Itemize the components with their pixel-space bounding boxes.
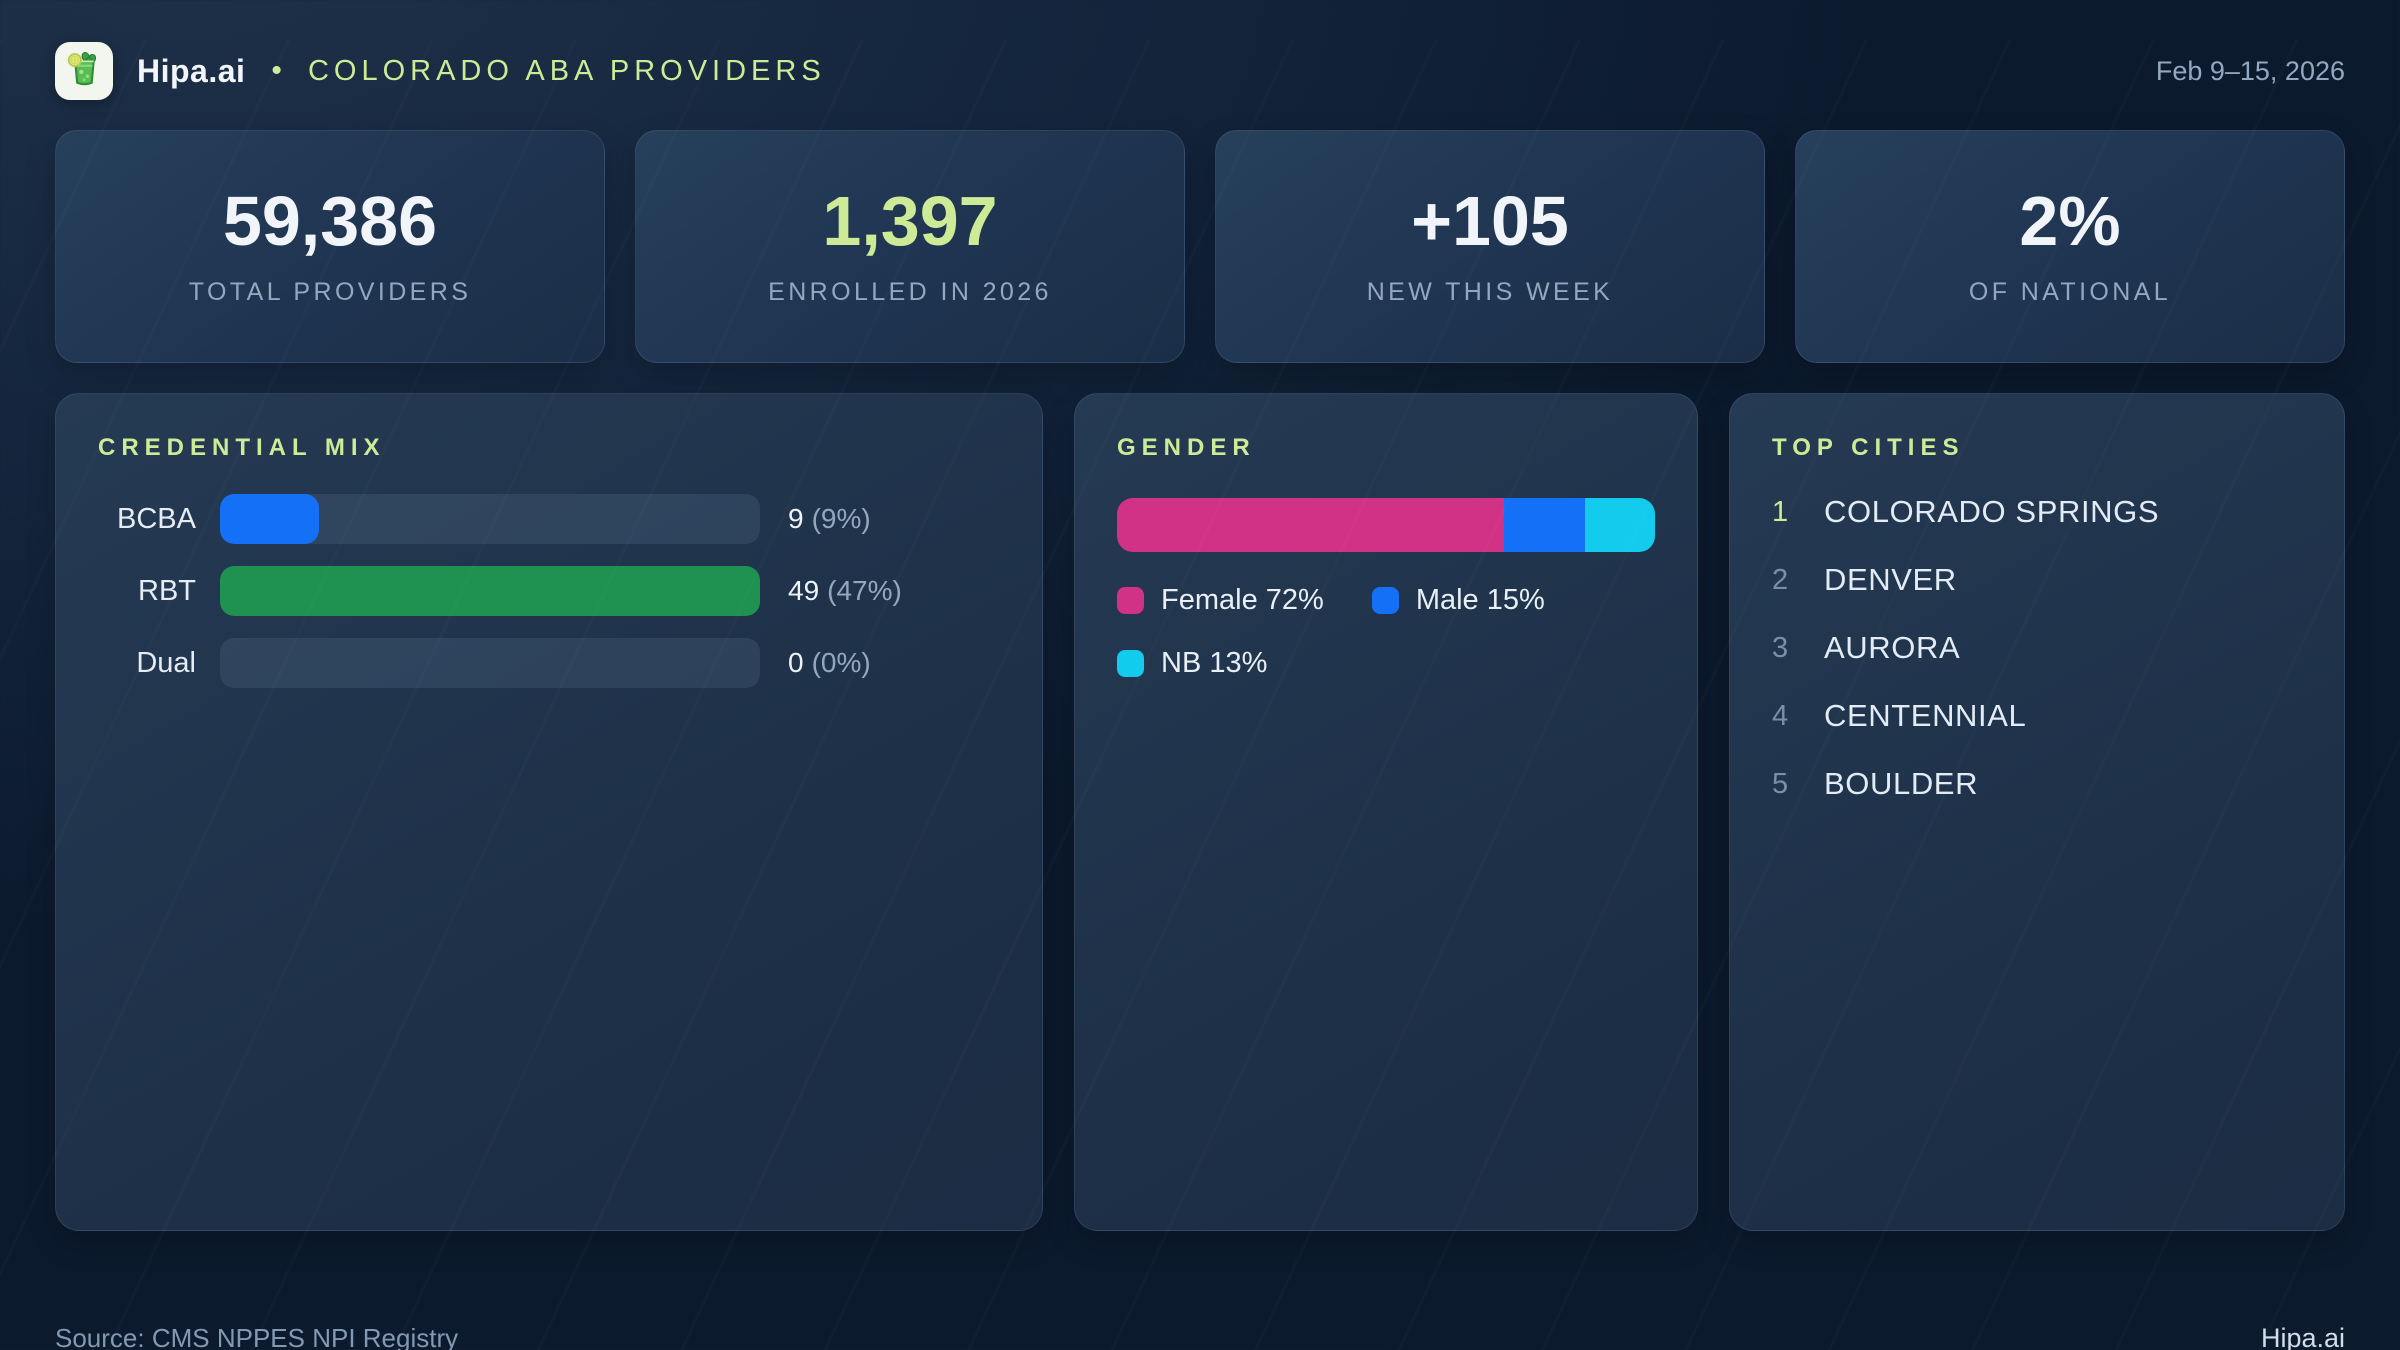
legend-label: Female 72% bbox=[1161, 584, 1324, 616]
stat-value: +105 bbox=[1411, 182, 1569, 260]
stat-label: NEW THIS WEEK bbox=[1366, 278, 1614, 306]
stat-card-new-this-week: +105 NEW THIS WEEK bbox=[1215, 130, 1765, 363]
stat-card-of-national: 2% OF NATIONAL bbox=[1795, 130, 2345, 363]
header: Hipa.ai • COLORADO ABA PROVIDERS Feb 9–1… bbox=[55, 40, 2345, 102]
gender-segment-male bbox=[1504, 498, 1586, 552]
city-rank: 4 bbox=[1772, 699, 1789, 732]
gender-title: GENDER bbox=[1117, 434, 1256, 461]
bar-track bbox=[220, 638, 760, 688]
gender-segment-female bbox=[1117, 498, 1505, 552]
stat-label: ENROLLED IN 2026 bbox=[768, 278, 1052, 306]
dashboard-page: Hipa.ai • COLORADO ABA PROVIDERS Feb 9–1… bbox=[0, 40, 2400, 1350]
city-rank: 1 bbox=[1772, 495, 1789, 528]
source-note: Source: CMS NPPES NPI Registry bbox=[55, 1323, 459, 1350]
city-rank: 3 bbox=[1772, 631, 1789, 664]
city-item: 3 AURORA bbox=[1772, 630, 2302, 666]
gender-panel: GENDER Female 72% Male 15% NB 13% bbox=[1074, 393, 1698, 1231]
city-name: DENVER bbox=[1824, 562, 1957, 597]
gender-segment-nb bbox=[1585, 498, 1655, 552]
brand-logo bbox=[55, 42, 113, 100]
legend-swatch-female bbox=[1117, 587, 1144, 614]
credential-mix-title: CREDENTIAL MIX bbox=[98, 434, 386, 461]
bar-track bbox=[220, 494, 760, 544]
stat-cards-row: 59,386 TOTAL PROVIDERS 1,397 ENROLLED IN… bbox=[55, 130, 2345, 363]
gender-legend: Female 72% Male 15% NB 13% bbox=[1117, 584, 1617, 680]
legend-item-male: Male 15% bbox=[1371, 584, 1545, 617]
stat-value: 1,397 bbox=[822, 182, 998, 260]
stat-value: 2% bbox=[2019, 182, 2121, 260]
city-rank: 2 bbox=[1772, 563, 1789, 596]
city-list: 1 COLORADO SPRINGS 2 DENVER 3 AURORA 4 C… bbox=[1772, 494, 2302, 802]
bar-fill bbox=[220, 494, 320, 544]
city-name: CENTENNIAL bbox=[1824, 698, 2027, 733]
top-cities-panel: TOP CITIES 1 COLORADO SPRINGS 2 DENVER 3… bbox=[1729, 393, 2345, 1231]
credential-mix-panel: CREDENTIAL MIX BCBA 9 (9%) RBT 49 (47%) Du… bbox=[55, 393, 1043, 1231]
credential-bar-row-bcba: BCBA 9 (9%) bbox=[98, 494, 1000, 544]
footer: Source: CMS NPPES NPI Registry Hipa.ai bbox=[55, 1323, 2345, 1350]
gender-stacked-bar bbox=[1117, 498, 1655, 552]
footer-brand: Hipa.ai bbox=[2260, 1323, 2345, 1350]
top-cities-title: TOP CITIES bbox=[1772, 434, 1965, 461]
city-name: AURORA bbox=[1824, 630, 1961, 665]
stat-card-total-providers: 59,386 TOTAL PROVIDERS bbox=[55, 130, 605, 363]
legend-label: Male 15% bbox=[1415, 584, 1545, 616]
city-item: 4 CENTENNIAL bbox=[1772, 698, 2302, 734]
stat-value: 59,386 bbox=[222, 182, 438, 260]
brand-name: Hipa.ai bbox=[137, 52, 246, 89]
city-rank: 5 bbox=[1772, 767, 1789, 800]
city-name: BOULDER bbox=[1824, 766, 1979, 801]
bar-label: Dual bbox=[136, 646, 196, 679]
bar-fill bbox=[220, 566, 760, 616]
credential-bar-row-rbt: RBT 49 (47%) bbox=[98, 566, 1000, 616]
city-item: 2 DENVER bbox=[1772, 562, 2302, 598]
bar-label: RBT bbox=[138, 574, 196, 607]
bar-track bbox=[220, 566, 760, 616]
stat-label: OF NATIONAL bbox=[1968, 278, 2172, 306]
stat-card-enrolled-2026: 1,397 ENROLLED IN 2026 bbox=[635, 130, 1185, 363]
legend-item-female: Female 72% bbox=[1117, 584, 1324, 617]
page-title: COLORADO ABA PROVIDERS bbox=[307, 54, 826, 87]
city-item: 5 BOULDER bbox=[1772, 766, 2302, 802]
bar-value: 49 (47%) bbox=[788, 575, 902, 606]
stat-label: TOTAL PROVIDERS bbox=[188, 278, 472, 306]
city-name: COLORADO SPRINGS bbox=[1824, 494, 2160, 529]
credential-bar-row-dual: Dual 0 (0%) bbox=[98, 638, 1000, 688]
date-range: Feb 9–15, 2026 bbox=[2155, 55, 2345, 86]
bar-label: BCBA bbox=[117, 502, 196, 535]
legend-item-nb: NB 13% bbox=[1117, 647, 1617, 680]
legend-label: NB 13% bbox=[1161, 647, 1268, 679]
bar-value: 9 (9%) bbox=[788, 503, 871, 534]
separator-dot-icon: • bbox=[271, 54, 282, 87]
legend-swatch-nb bbox=[1117, 650, 1144, 677]
city-item: 1 COLORADO SPRINGS bbox=[1772, 494, 2302, 530]
panels-row: CREDENTIAL MIX BCBA 9 (9%) RBT 49 (47%) Du… bbox=[55, 393, 2345, 1231]
legend-swatch-male bbox=[1371, 587, 1399, 614]
cocktail-glass-icon bbox=[67, 52, 97, 86]
bar-value: 0 (0%) bbox=[788, 647, 871, 678]
